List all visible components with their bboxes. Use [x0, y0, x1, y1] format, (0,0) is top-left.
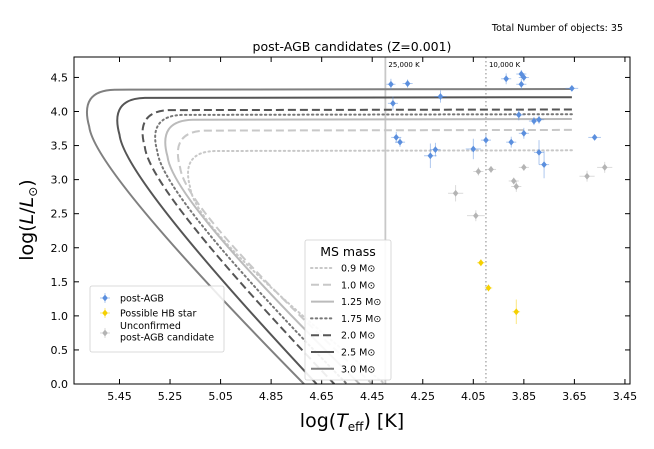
unconfirmed-point — [485, 166, 497, 173]
y-tick-label: 4.0 — [51, 106, 69, 119]
unconfirmed-point — [579, 170, 595, 182]
post-agb-point — [434, 90, 447, 103]
evolution-track — [116, 96, 572, 384]
post-agb-point — [387, 96, 398, 111]
y-tick-label: 1.0 — [51, 310, 69, 323]
x-tick-label: 4.85 — [259, 390, 284, 403]
unconfirmed-point — [508, 177, 519, 185]
reference-line-label: 25,000 K — [388, 61, 420, 69]
y-tick-label: 2.0 — [51, 242, 69, 255]
post-agb-point — [480, 134, 491, 146]
ms-legend-label: 2.0 M⊙ — [341, 331, 375, 342]
scatter-legend-label: post-AGB — [120, 294, 164, 305]
post-agb-point — [506, 136, 517, 148]
x-axis-label: log(Teff) [K] — [300, 410, 404, 434]
scatter-legend-label: Unconfirmed post-AGB candidate — [120, 321, 214, 344]
x-axis-ticks: 5.45 5.25 5.05 4.85 4.65 4.45 4.25 4.05 3.85 3.65… — [107, 57, 637, 403]
reference-lines — [384, 57, 487, 384]
hb-point — [484, 284, 493, 292]
evolution-track — [154, 113, 573, 384]
ms-legend-label: 1.75 M⊙ — [341, 314, 381, 325]
scatter-legend-label: Possible HB star — [120, 309, 196, 320]
plot-frame — [73, 56, 631, 385]
evolution-track — [176, 128, 572, 384]
x-tick-label: 3.45 — [613, 390, 638, 403]
y-axis-ticks: 0.0 0.5 1.0 1.5 2.0 2.5 3.0 3.5 4.0 4.5 — [51, 71, 630, 391]
scatter-legend-marker — [102, 329, 108, 337]
post-agb-point — [533, 140, 545, 165]
post-agb-point — [516, 78, 527, 90]
y-tick-label: 0.5 — [51, 344, 69, 357]
x-tick-label: 5.25 — [158, 390, 183, 403]
post-agb-point — [516, 69, 527, 79]
y-axis-label: log(L/L⊙) — [16, 179, 40, 260]
x-tick-label: 3.85 — [512, 390, 537, 403]
x-tick-label: 4.45 — [360, 390, 385, 403]
unconfirmed-point — [448, 185, 464, 202]
post-agb-point — [539, 151, 550, 179]
x-tick-label: 4.65 — [309, 390, 334, 403]
unconfirmed-point — [518, 163, 529, 171]
chart-title: post-AGB candidates (Z=0.001) — [253, 39, 452, 54]
ms-legend-label: 0.9 M⊙ — [341, 264, 375, 275]
ms-legend-label: 1.25 M⊙ — [341, 297, 381, 308]
hb-point — [477, 259, 485, 267]
scatter-legend-marker — [102, 294, 108, 302]
ms-legend-label: 1.0 M⊙ — [341, 280, 375, 291]
post-agb-point — [430, 142, 441, 157]
data-points — [386, 69, 613, 325]
evolution-track — [164, 118, 572, 384]
y-tick-label: 0.0 — [51, 378, 69, 391]
total-objects-text: Total Number of objects: 35 — [491, 23, 623, 34]
evolution-track — [141, 108, 572, 384]
unconfirmed-point — [473, 167, 484, 176]
reference-line-label: 10,000 K — [489, 61, 521, 69]
post-agb-point — [528, 116, 540, 126]
y-tick-label: 3.0 — [51, 174, 69, 187]
post-agb-point — [386, 78, 396, 90]
x-tick-label: 4.05 — [461, 390, 486, 403]
post-agb-point — [518, 73, 529, 82]
unconfirmed-point — [466, 210, 485, 222]
post-agb-point — [533, 115, 545, 124]
post-agb-point — [465, 138, 481, 160]
ms-mass-legend: MS mass 0.9 M⊙ 1.0 M⊙ 1.25 M⊙ 1.75 M⊙ 2.0 M⊙… — [304, 239, 392, 381]
scatter-legend-marker — [102, 309, 108, 317]
post-agb-point — [394, 137, 406, 147]
y-tick-label: 1.5 — [51, 276, 69, 289]
post-agb-point — [513, 109, 524, 121]
y-tick-label: 4.5 — [51, 71, 69, 84]
x-tick-label: 5.45 — [107, 390, 132, 403]
hb-point — [512, 299, 521, 325]
y-tick-label: 2.5 — [51, 208, 69, 221]
y-tick-label: 3.5 — [51, 140, 69, 153]
post-agb-point — [402, 79, 413, 88]
post-agb-point — [424, 143, 437, 169]
post-agb-point — [501, 73, 512, 85]
x-tick-label: 3.65 — [562, 390, 587, 403]
unconfirmed-point — [511, 180, 522, 192]
x-tick-label: 4.25 — [411, 390, 436, 403]
unconfirmed-point — [597, 161, 613, 173]
x-tick-label: 5.05 — [208, 390, 233, 403]
ms-legend-label: 3.0 M⊙ — [341, 364, 375, 375]
ms-legend-label: 2.5 M⊙ — [341, 348, 375, 359]
post-agb-point — [565, 84, 579, 92]
post-agb-point — [518, 127, 529, 139]
post-agb-point — [588, 133, 601, 141]
ms-legend-title: MS mass — [320, 244, 376, 259]
